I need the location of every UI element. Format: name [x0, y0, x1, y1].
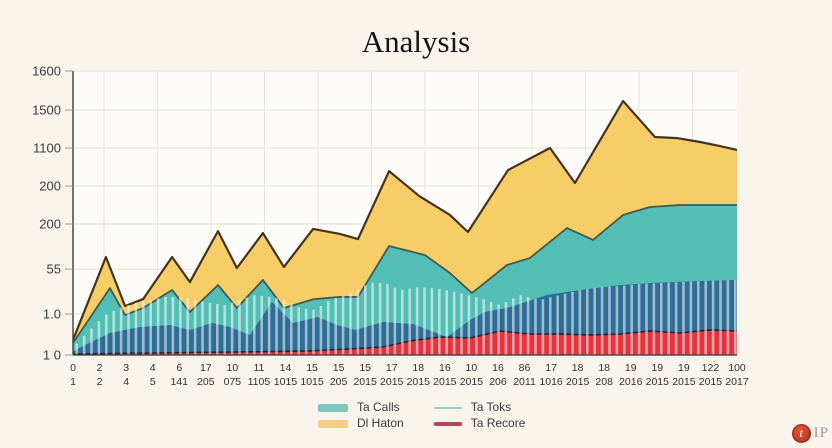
- x-axis-tick-label-row2: 2015: [353, 376, 377, 388]
- legend-item-dl-haton: Dl Haton: [318, 417, 404, 430]
- watermark-logo-icon: t: [791, 424, 811, 443]
- legend-label: Ta Recore: [470, 416, 526, 430]
- x-axis-tick-label-row1: 14: [280, 362, 292, 374]
- chart-legend: Ta Calls Ta Toks Dl Haton Ta Recore: [318, 401, 525, 430]
- x-axis-tick-label-row1: 19: [678, 362, 690, 374]
- x-axis-tick-label-row1: 18: [412, 362, 424, 374]
- x-axis-tick-label-row2: 075: [224, 376, 242, 388]
- watermark-text: IP: [813, 425, 829, 441]
- legend-label: Dl Haton: [357, 416, 404, 430]
- x-axis-tick-label-row2: 2016: [619, 376, 643, 388]
- x-axis-tick-label-row1: 122: [702, 362, 720, 374]
- legend-swatch-icon: [433, 421, 462, 426]
- legend-label: Ta Calls: [357, 400, 400, 414]
- legend-item-ta-toks: Ta Toks: [433, 400, 526, 414]
- y-axis-tick-label: 55: [47, 262, 61, 277]
- x-axis-tick-label-row2: 208: [595, 376, 613, 388]
- x-axis-tick-label-row2: 2015: [460, 376, 484, 388]
- x-axis-tick-label-row2: 206: [489, 376, 507, 388]
- x-axis-tick-label-row2: 205: [330, 376, 348, 388]
- legend-label: Ta Toks: [470, 400, 512, 414]
- x-axis-tick-label-row2: 1: [70, 376, 76, 388]
- x-axis-tick-label-row2: 4: [123, 376, 129, 388]
- x-axis-tick-label-row1: 3: [123, 362, 129, 374]
- y-axis-tick-label: 200: [39, 217, 61, 232]
- y-axis-tick-label: 1100: [33, 141, 61, 156]
- x-axis-tick-label-row2: 2015: [433, 376, 457, 388]
- x-axis-tick-label-row1: 11: [253, 362, 264, 374]
- x-axis-tick-label-row1: 15: [359, 362, 371, 374]
- x-axis-tick-label-row1: 18: [572, 362, 584, 374]
- x-axis-tick-label-row1: 10: [227, 362, 239, 374]
- x-axis-tick-label-row1: 19: [651, 362, 663, 374]
- x-axis-tick-label-row1: 16: [439, 362, 451, 374]
- x-axis-tick-label-row1: 15: [333, 362, 345, 374]
- x-axis-tick-label-row1: 0: [70, 362, 76, 374]
- legend-swatch-icon: [318, 403, 348, 412]
- x-axis-tick-label-row1: 100: [728, 362, 746, 374]
- legend-swatch-icon: [318, 419, 348, 428]
- x-axis-tick-label-row2: 2: [97, 376, 103, 388]
- watermark-glyph: t: [799, 426, 803, 440]
- x-axis-tick-label-row1: 18: [598, 362, 610, 374]
- y-axis-tick-label: 1600: [32, 64, 61, 79]
- y-axis-tick-label: 1500: [32, 103, 61, 118]
- x-axis-tick-label-row2: 141: [170, 376, 188, 388]
- x-axis-tick-label-row2: 2015: [407, 376, 431, 388]
- x-axis-tick-label-row1: 19: [625, 362, 637, 374]
- x-axis-tick-label-row1: 86: [519, 362, 531, 374]
- x-axis-tick-label-row2: 1015: [300, 376, 324, 388]
- x-axis-tick-label-row2: 205: [197, 376, 215, 388]
- watermark: t IP: [791, 424, 829, 443]
- legend-item-ta-calls: Ta Calls: [318, 401, 404, 414]
- x-axis-tick-label-row2: 1016: [539, 376, 563, 388]
- x-axis-tick-label-row1: 4: [150, 362, 156, 374]
- x-axis-tick-label-row1: 17: [386, 362, 398, 374]
- x-axis-tick-label-row1: 15: [306, 362, 318, 374]
- y-axis-tick-label: 200: [39, 179, 61, 194]
- x-axis-tick-label-row2: 2015: [380, 376, 404, 388]
- y-axis-tick-label: 1 0: [43, 348, 61, 363]
- x-axis-tick-label-row2: 1015: [274, 376, 298, 388]
- x-axis-tick-label-row2: 2017: [725, 376, 749, 388]
- y-axis-tick-label: 1.0: [43, 306, 61, 321]
- x-axis-tick-label-row2: 1105: [248, 376, 271, 388]
- x-axis-tick-label-row2: 2015: [566, 376, 590, 388]
- x-axis-tick-label-row1: 2: [97, 362, 103, 374]
- x-axis-tick-label-row1: 6: [176, 362, 182, 374]
- x-axis-tick-label-row1: 17: [545, 362, 557, 374]
- x-axis-tick-label-row2: 2015: [699, 376, 723, 388]
- x-axis-tick-label-row2: 2015: [672, 376, 696, 388]
- chart-title: Analysis: [361, 24, 471, 59]
- x-axis-tick-label-row1: 16: [492, 362, 504, 374]
- x-axis-tick-label-row1: 10: [466, 362, 478, 374]
- x-axis-tick-label-row2: 2015: [646, 376, 670, 388]
- legend-swatch-icon: [433, 406, 462, 409]
- x-axis-tick-label-row1: 17: [200, 362, 212, 374]
- legend-item-ta-recore: Ta Recore: [433, 416, 526, 430]
- x-axis-tick-label-row2: 5: [150, 376, 156, 388]
- x-axis-tick-label-row2: 2011: [513, 376, 536, 388]
